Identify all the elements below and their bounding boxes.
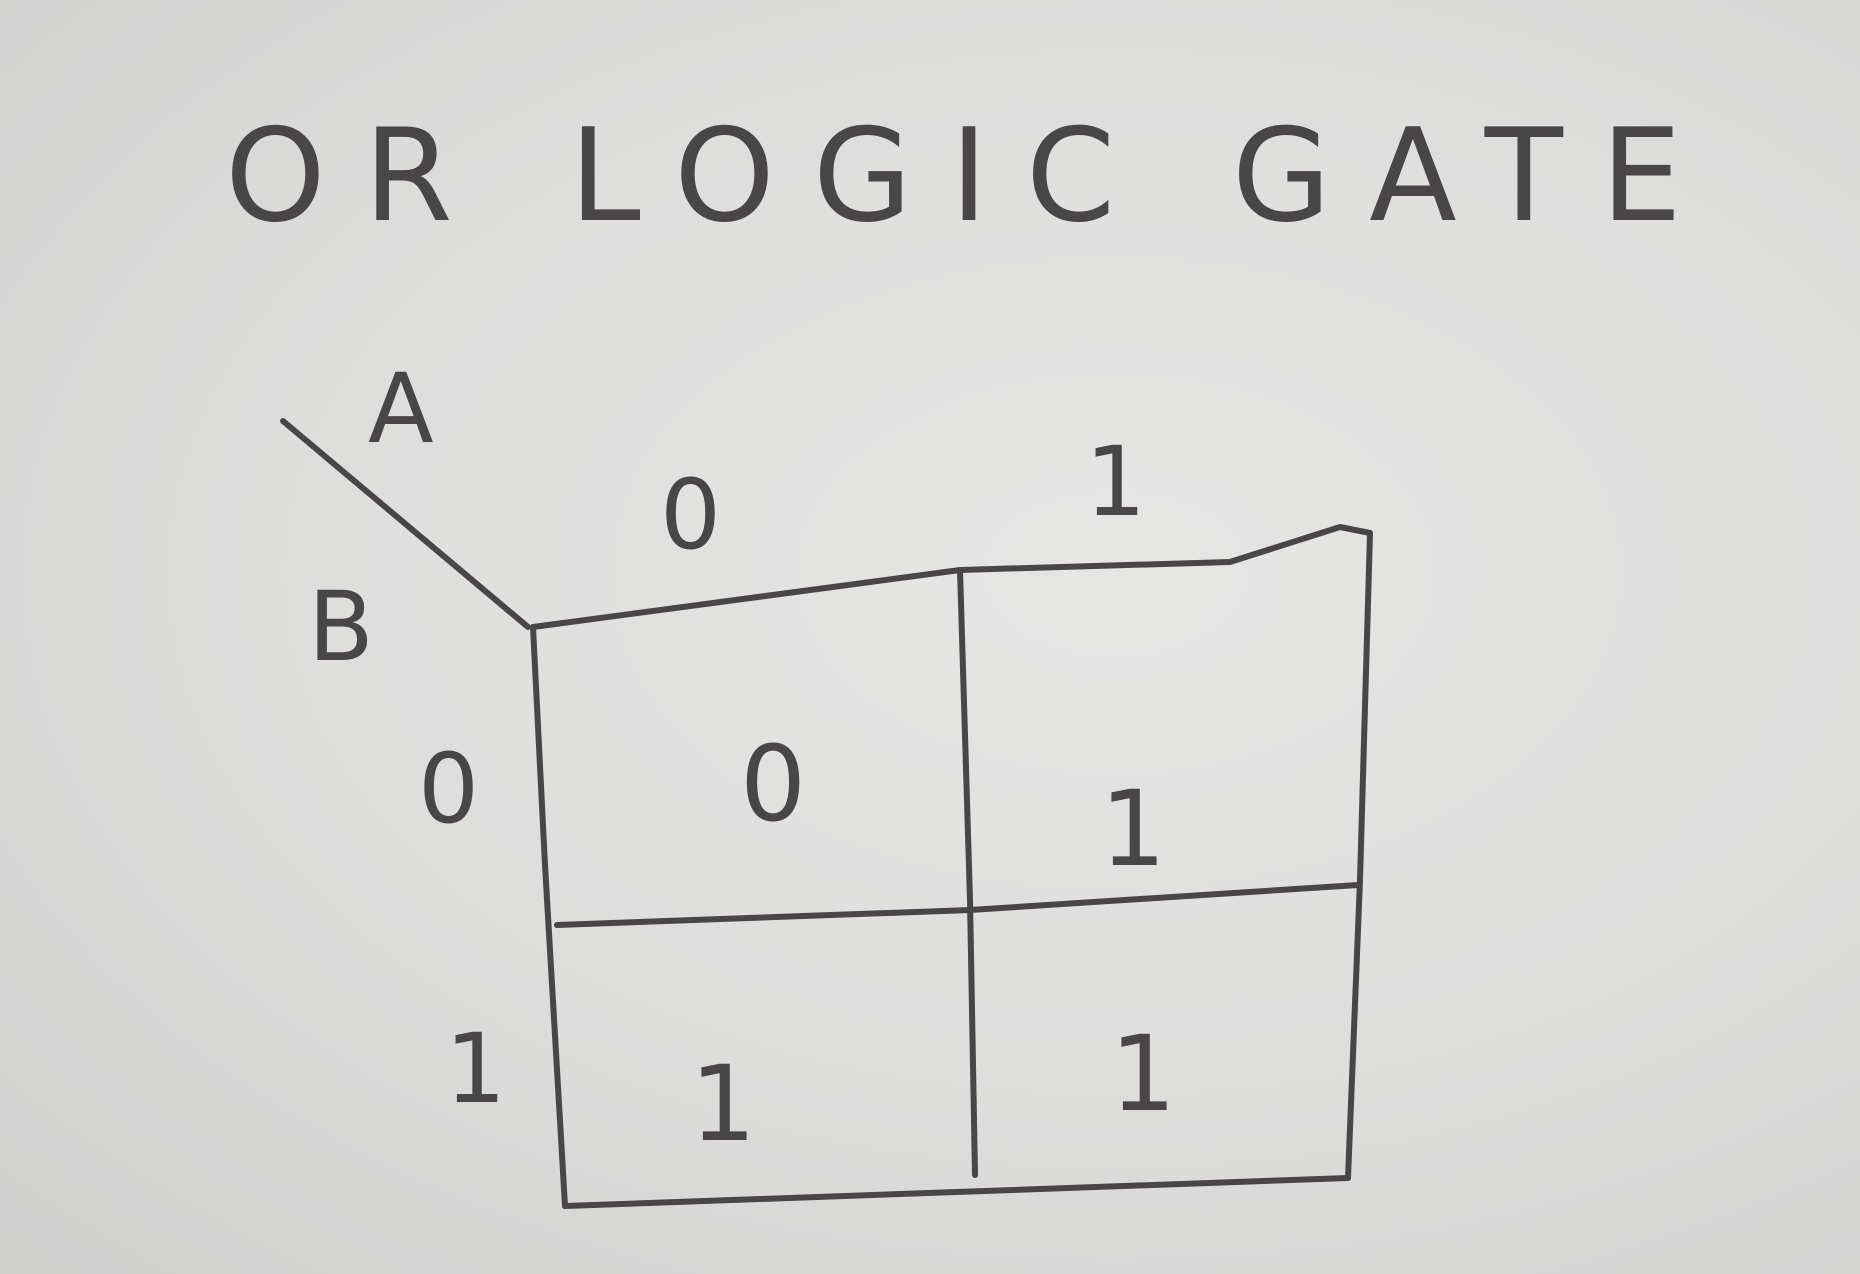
column-variable-label: A <box>368 353 434 465</box>
cell-a0-b1: 1 <box>690 1043 756 1165</box>
row-header-0: 0 <box>418 733 479 845</box>
column-header-1: 1 <box>1085 426 1146 538</box>
grid-middle-vertical <box>957 567 978 1178</box>
cell-a0-b0: 0 <box>740 723 806 845</box>
cell-a1-b1: 1 <box>1110 1013 1176 1135</box>
corner-diagonal-line <box>280 418 531 630</box>
grid-left-border <box>530 624 568 1209</box>
row-variable-label: B <box>308 571 374 683</box>
grid-right-border <box>1345 530 1373 1181</box>
grid-top-border <box>530 524 1373 630</box>
column-header-0: 0 <box>660 459 721 571</box>
grid-middle-horizontal <box>554 882 1361 928</box>
diagram-title: OR LOGIC GATE <box>225 102 1720 251</box>
cell-a1-b0: 1 <box>1100 768 1166 890</box>
grid-bottom-border <box>562 1175 1351 1209</box>
row-header-1: 1 <box>445 1013 506 1125</box>
